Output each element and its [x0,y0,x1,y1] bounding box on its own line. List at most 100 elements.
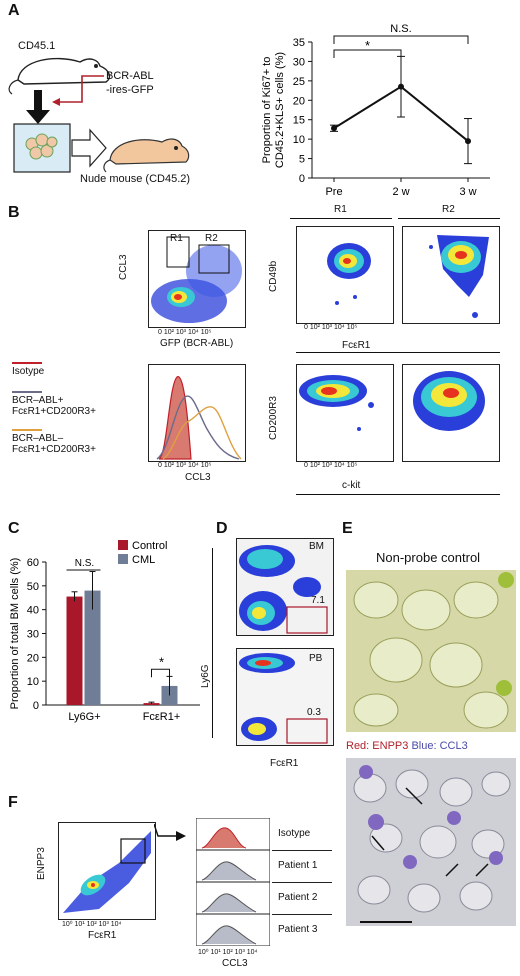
panel-a-letter: A [8,2,20,19]
r1-cd49b-plot [296,226,394,324]
f-row-sep-1 [272,850,332,851]
bm-pct: 7.1 [311,595,325,606]
a-xtick-label: 3 w [459,186,476,198]
d-xlabel: FcεR1 [270,758,299,769]
column-r1-rule [290,218,392,219]
panel-a-schematic: CD45.1 BCR-ABL -ires-GFP Nude mouse (CD4… [0,20,250,195]
c-ytick-label: 0 [33,700,39,712]
c-legend-swatch [118,554,128,564]
a-sig-label: * [365,38,370,53]
donor-label: CD45.1 [18,40,56,52]
panel-a-chart: 0 5 10 15 20 25 30 35 Proportion of Ki67+ toCD45… [250,20,520,205]
row1-ylabel: CD49b [268,260,279,292]
r2-cd49b-plot [402,226,500,324]
a-ylabel-line1: Proportion of Ki67+ to [261,57,273,164]
a-ytick-label: 15 [293,115,305,127]
c-ytick-label: 50 [27,581,39,593]
c-ytick-label: 60 [27,557,39,569]
pb-dot-plot: PB 0.3 [236,648,334,746]
pb-label: PB [309,653,323,664]
panel-c-chart: 0 10 20 30 40 50 60 Proportion of total BM cell… [0,530,210,750]
c-legend-swatch [118,540,128,550]
f-row-patient-3: Patient 3 [278,924,318,935]
a-ytick-label: 5 [299,154,305,166]
row1-x-rule [296,352,500,353]
f-scatter-plot [58,822,156,920]
a-xtick-label: Pre [325,186,342,198]
d-y-rule [212,548,213,738]
f-row-labels: Isotype Patient 1 Patient 2 Patient 3 [272,818,332,946]
r1-cd200r3-plot [296,364,394,462]
c-ytick-label: 20 [27,652,39,664]
a-ytick-label: 0 [299,173,305,185]
f-hist-xticks: 10⁰ 10¹ 10² 10³ 10⁴ [198,949,258,956]
legend-swatch-neg [12,429,42,431]
legend-swatch-isotype [12,362,42,364]
f-arrow [154,823,186,841]
bm-label: BM [309,541,324,552]
c-bar [66,596,83,705]
f-row-patient-2: Patient 2 [278,892,318,903]
a-sig-bracket [333,49,402,58]
c-ylabel: Proportion of total BM cells (%) [9,558,21,710]
panel-b-letter: B [8,204,20,221]
legend-bcr-abl-neg: BCR–ABL– FcεR1+CD200R3+ [12,433,96,455]
c-sig-label: * [159,654,164,669]
column-r2-rule [398,218,500,219]
f-row-sep-2 [272,882,332,883]
legend-bcr-abl-pos: BCR–ABL+ FcεR1+CD200R3+ [12,395,96,417]
f-row-patient-1: Patient 1 [278,860,318,871]
e-title-blue: Blue: CCL3 [411,740,468,752]
a-point [331,125,337,132]
a-ytick-label: 10 [293,134,305,146]
a-ns-bracket [333,35,469,44]
recipient-label: Nude mouse (CD45.2) [80,173,191,185]
bm-cells-bar-chart: 0 10 20 30 40 50 60 Proportion of total BM cell… [9,540,200,723]
panel-c-letter: C [8,520,20,537]
f-xticks: 10⁰ 10¹ 10² 10³ 10⁴ [62,921,122,928]
f-xlabel: FcεR1 [88,930,117,941]
c-sig-bracket [151,668,170,678]
e-control-micrograph [346,570,516,732]
f-hist-xlabel: CCL3 [222,958,248,969]
c-ytick-label: 40 [27,605,39,617]
panel-f-letter: F [8,794,18,811]
gating-dot-plot: R1 R2 [148,230,246,328]
c-ytick-label: 10 [27,676,39,688]
r2-cd200r3-plot [402,364,500,462]
f-ylabel: ENPP3 [36,847,47,880]
row1-xlabel: FcεR1 [342,340,371,351]
column-r2-label: R2 [442,204,455,215]
row2-ylabel: CD200R3 [268,396,279,440]
vector-label-2: -ires-GFP [106,84,154,96]
hist-xlabel: CCL3 [185,472,211,483]
row2-xlabel: c-kit [342,480,361,491]
e-top-title: Non-probe control [376,550,481,565]
legend-swatch-pos [12,391,42,393]
a-ytick-label: 35 [293,37,305,49]
c-bar [84,590,101,705]
legend-isotype: Isotype [12,366,45,377]
ki67-line-chart: 0 5 10 15 20 25 30 35 Proportion of Ki67+ toCD45… [261,23,490,198]
f-row-sep-3 [272,914,332,915]
column-r1-label: R1 [334,204,347,215]
ccl3-histogram [148,364,246,462]
c-ytick-label: 30 [27,629,39,641]
f-histograms [195,817,271,947]
gate-r2-label: R2 [205,233,218,244]
gating-xticks: 0 10² 10³ 10⁴ 10⁵ [158,329,212,336]
gating-ylabel: CCL3 [118,254,129,280]
c-xtick-label: Ly6G+ [68,711,100,723]
a-ytick-label: 20 [293,95,305,107]
histogram-legend: Isotype BCR–ABL+ FcεR1+CD200R3+ BCR–ABL–… [12,362,132,455]
a-point [465,138,471,145]
c-ns-label: N.S. [75,558,94,569]
row2-x-rule [296,494,500,495]
pb-pct: 0.3 [307,707,321,718]
hist-xticks: 0 10² 10³ 10⁴ 10⁵ [158,462,212,469]
bm-dot-plot: BM 7.1 [236,538,334,636]
e-stain-micrograph [346,758,516,926]
c-xtick-label: FcεR1+ [143,711,181,723]
gating-xlabel: GFP (BCR-ABL) [160,338,234,349]
vector-label-1: BCR-ABL [106,70,154,82]
